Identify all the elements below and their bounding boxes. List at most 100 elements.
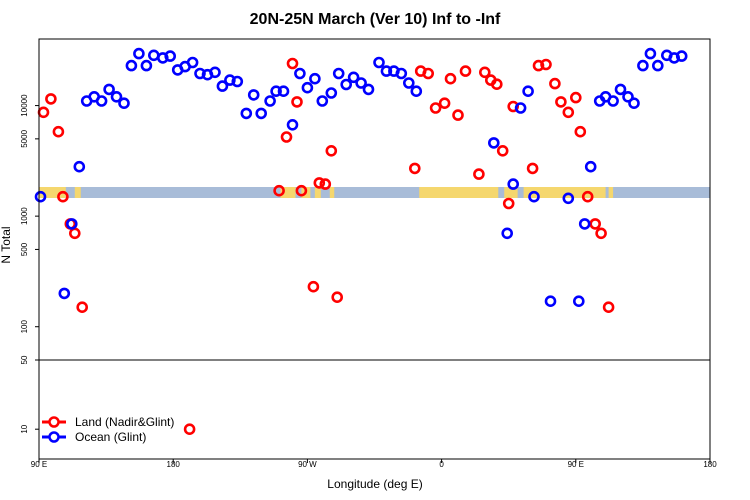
y-axis-label: N Total xyxy=(0,226,13,263)
land-point xyxy=(490,78,503,90)
ocean-point xyxy=(355,77,367,89)
ocean-point xyxy=(332,67,345,80)
ocean-point xyxy=(395,67,408,80)
ocean-point xyxy=(264,95,276,107)
ocean-point xyxy=(572,295,585,308)
ocean-point xyxy=(118,97,130,109)
ocean-point xyxy=(194,67,206,80)
ocean-point xyxy=(528,190,540,203)
ocean-point xyxy=(607,95,619,107)
land-point xyxy=(581,190,594,203)
land-point xyxy=(69,227,81,240)
land-point xyxy=(549,77,561,90)
ocean-point xyxy=(380,65,393,77)
land-point xyxy=(540,58,552,71)
land-point xyxy=(45,93,57,105)
ocean-point xyxy=(294,67,306,80)
ocean-point xyxy=(578,218,591,230)
ocean-point xyxy=(622,91,634,103)
land-point xyxy=(331,291,344,304)
map-ocean xyxy=(39,187,710,198)
ocean-point xyxy=(584,160,597,173)
ocean-point xyxy=(628,97,640,109)
ocean-point xyxy=(402,77,415,89)
land-point xyxy=(422,67,435,80)
ocean-point xyxy=(347,71,360,84)
land-point xyxy=(478,66,491,79)
ocean-point xyxy=(164,50,176,62)
ocean-point xyxy=(224,74,236,86)
ocean-point xyxy=(148,49,160,62)
ocean-point xyxy=(522,85,534,97)
map-land xyxy=(280,187,296,198)
land-point xyxy=(295,184,308,197)
land-point xyxy=(438,97,451,109)
land-point xyxy=(459,65,472,77)
ocean-point xyxy=(270,85,282,97)
land-point xyxy=(562,106,575,119)
ocean-point xyxy=(675,50,688,62)
legend-ocean-label: Ocean (Glint) xyxy=(75,430,146,444)
map-land xyxy=(314,187,321,198)
map-land xyxy=(523,187,606,198)
ocean-point xyxy=(216,80,229,92)
ocean-point xyxy=(501,227,514,240)
x-tick-label: 0 xyxy=(439,460,444,469)
map-land xyxy=(608,187,614,198)
land-point xyxy=(37,106,50,119)
land-point xyxy=(76,301,88,314)
x-tick-label: 90 E xyxy=(568,460,584,469)
x-tick-label: 90 E xyxy=(31,460,47,469)
chart-title: 20N-25N March (Ver 10) Inf to -Inf xyxy=(250,11,501,28)
x-tick-label: 180 xyxy=(703,460,717,469)
y-tick-label: 50 xyxy=(20,355,29,364)
land-point xyxy=(452,109,464,121)
legend-land-label: Land (Nadir&Glint) xyxy=(75,415,174,429)
land-point xyxy=(602,301,615,314)
ocean-point xyxy=(209,66,221,79)
data-points xyxy=(34,47,688,436)
land-point xyxy=(473,168,485,180)
land-point xyxy=(286,57,299,70)
ocean-point xyxy=(125,59,138,72)
ocean-point xyxy=(340,78,353,91)
map-land xyxy=(329,187,335,198)
legend-ocean-marker xyxy=(48,431,60,443)
land-point xyxy=(57,190,69,203)
y-tick-label: 10000 xyxy=(20,94,29,117)
x-tick-label: 90 W xyxy=(298,460,317,469)
x-axis-label: Longitude (deg E) xyxy=(327,477,422,491)
land-point xyxy=(183,423,196,436)
y-tick-label: 5000 xyxy=(20,129,29,147)
ocean-point xyxy=(316,95,329,107)
ocean-point xyxy=(507,178,520,190)
map-land xyxy=(39,187,66,198)
ocean-point xyxy=(562,192,575,205)
ocean-point xyxy=(277,85,290,97)
map-band xyxy=(39,187,710,198)
x-tick-label: 180 xyxy=(167,460,181,469)
y-tick-label: 10 xyxy=(20,424,29,433)
land-point xyxy=(555,96,567,108)
x-axis: 90 E 180 90 W 0 90 E 180 xyxy=(31,459,717,469)
ocean-point xyxy=(66,218,78,230)
land-point xyxy=(52,125,65,138)
ocean-point xyxy=(34,190,47,203)
ocean-point xyxy=(373,56,385,69)
legend: Land (Nadir&Glint) Ocean (Glint) xyxy=(42,415,174,444)
ocean-point xyxy=(637,59,649,72)
ocean-point xyxy=(544,295,557,308)
map-land xyxy=(74,187,81,198)
ocean-point xyxy=(133,47,145,60)
ocean-point xyxy=(103,83,115,96)
ocean-point xyxy=(110,91,123,103)
land-point xyxy=(319,178,332,190)
land-point xyxy=(502,197,515,210)
map-land xyxy=(419,187,499,198)
ocean-point xyxy=(301,81,314,94)
ocean-point xyxy=(514,102,527,114)
y-tick-label: 100 xyxy=(20,319,29,333)
ocean-point xyxy=(95,95,108,107)
ocean-point xyxy=(651,59,664,72)
